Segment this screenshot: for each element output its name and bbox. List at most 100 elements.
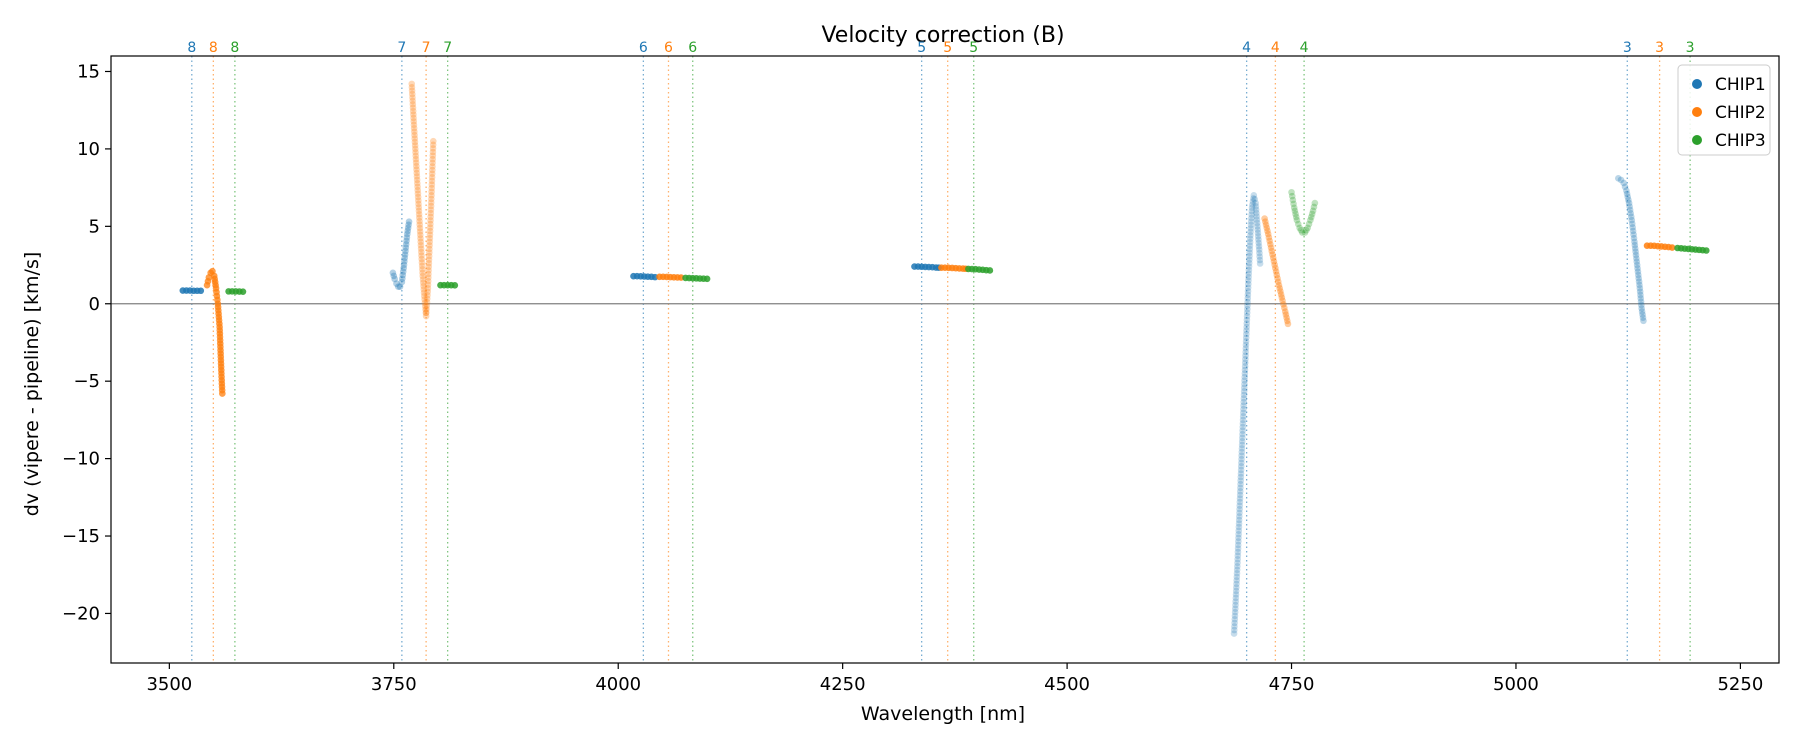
data-point	[1239, 430, 1246, 438]
data-point	[1242, 345, 1250, 352]
x-tick-label: 4500	[1044, 674, 1090, 695]
data-point	[1239, 413, 1247, 420]
data-point	[415, 200, 422, 208]
data-point	[1234, 559, 1241, 567]
data-point	[422, 309, 430, 317]
data-point	[1623, 187, 1630, 195]
data-point	[414, 186, 422, 194]
data-point	[1264, 227, 1271, 235]
x-tick-label: 5250	[1717, 674, 1763, 695]
data-point	[1239, 416, 1247, 424]
y-tick-label: 15	[77, 61, 100, 82]
data-point	[1255, 246, 1263, 253]
order-label-chip1-8: 8	[187, 40, 196, 56]
data-point	[1639, 311, 1646, 318]
data-point	[424, 277, 432, 285]
data-point	[1241, 380, 1248, 388]
data-point	[427, 199, 435, 206]
data-point	[1640, 317, 1647, 325]
data-point	[401, 254, 409, 262]
data-point	[400, 261, 408, 269]
data-point	[390, 272, 398, 280]
data-point	[427, 217, 434, 224]
data-point	[428, 192, 435, 199]
data-point	[1624, 193, 1632, 201]
data-point	[403, 237, 410, 245]
data-point	[425, 274, 432, 281]
data-point	[419, 272, 427, 280]
data-point	[419, 266, 426, 273]
data-point	[1637, 291, 1644, 299]
data-point	[400, 264, 407, 272]
data-point	[412, 145, 419, 153]
data-point	[420, 289, 428, 296]
data-point	[1249, 201, 1256, 208]
data-point	[1245, 273, 1252, 281]
data-point	[426, 234, 434, 242]
data-point	[1236, 498, 1244, 506]
data-point	[1299, 229, 1306, 236]
data-point	[1636, 288, 1644, 295]
data-point	[1256, 249, 1263, 257]
data-point	[1638, 301, 1645, 309]
data-point	[1235, 520, 1243, 527]
data-point	[1636, 281, 1643, 289]
data-point	[1310, 203, 1318, 211]
data-point	[1309, 207, 1317, 215]
data-point	[1246, 245, 1254, 253]
data-point	[1239, 423, 1247, 431]
order-label-chip2-5: 5	[943, 40, 952, 56]
data-point	[1234, 548, 1242, 556]
data-point	[429, 148, 437, 156]
data-point	[414, 180, 421, 187]
data-point	[1237, 480, 1244, 488]
data-point	[1235, 530, 1242, 538]
data-point	[1283, 317, 1291, 325]
data-point	[1283, 314, 1290, 321]
data-point	[1244, 295, 1252, 302]
legend-label-chip3: CHIP3	[1715, 131, 1766, 151]
data-point	[1626, 206, 1634, 214]
data-point	[1297, 226, 1305, 234]
data-point	[1246, 249, 1253, 256]
series-chip2-order-6	[656, 273, 685, 281]
data-point	[408, 87, 416, 94]
data-point	[1236, 505, 1243, 513]
data-point	[425, 267, 432, 274]
data-point	[1233, 580, 1240, 588]
data-point	[1238, 459, 1245, 467]
data-point	[1280, 300, 1287, 308]
data-point	[420, 282, 427, 290]
data-point	[423, 302, 431, 309]
data-point	[1244, 284, 1252, 291]
data-point	[1231, 623, 1238, 630]
data-point	[429, 166, 436, 174]
data-point	[1273, 271, 1281, 279]
data-point	[1311, 199, 1319, 207]
data-point	[1245, 259, 1253, 267]
data-point	[427, 209, 435, 217]
x-tick-label: 4000	[595, 674, 641, 695]
legend-label-chip2: CHIP2	[1715, 103, 1766, 123]
data-point	[426, 245, 433, 253]
data-point	[1244, 305, 1251, 313]
order-label-chip3-5: 5	[969, 40, 978, 56]
y-tick-label: −10	[62, 449, 100, 470]
data-point	[415, 204, 423, 211]
data-point	[1268, 247, 1276, 255]
series-chip2-order-7	[408, 80, 437, 320]
data-point	[1267, 240, 1274, 248]
data-point	[1238, 438, 1246, 445]
chart-title: Velocity correction (B)	[821, 23, 1064, 48]
data-point	[417, 235, 424, 242]
data-point	[398, 278, 406, 286]
data-point	[1253, 209, 1260, 217]
legend-marker-chip3	[1692, 135, 1702, 145]
x-tick-label: 4250	[820, 674, 866, 695]
data-point	[1252, 206, 1260, 214]
data-point	[422, 306, 429, 313]
data-point	[1254, 229, 1262, 237]
data-point	[1294, 220, 1302, 228]
data-point	[413, 166, 420, 173]
